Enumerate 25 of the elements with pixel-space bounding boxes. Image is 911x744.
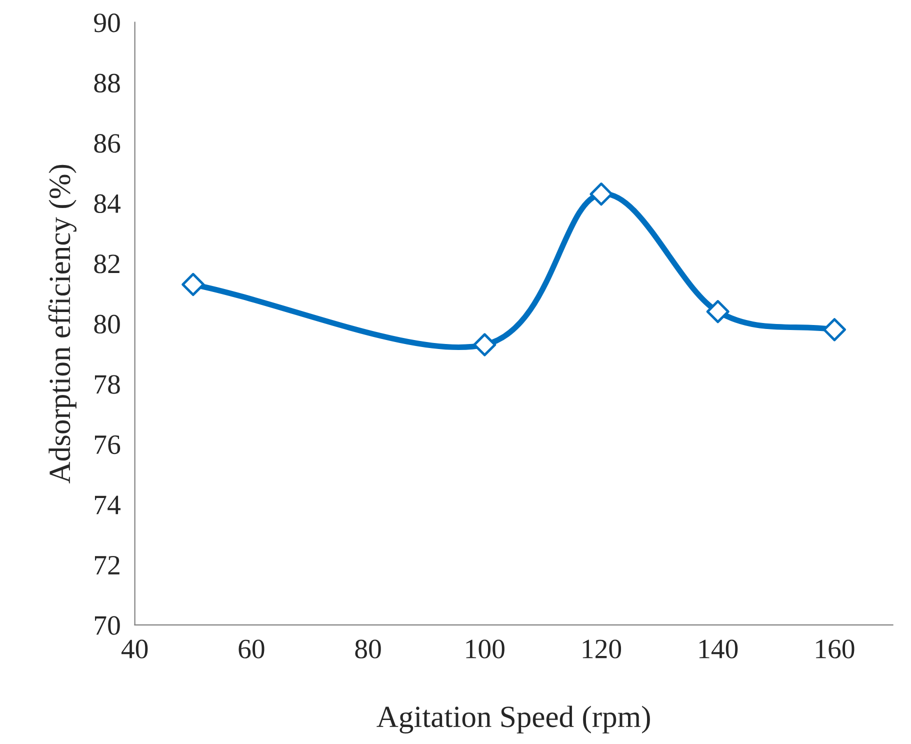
x-tick-label: 40 bbox=[121, 640, 148, 658]
x-tick-label: 80 bbox=[355, 640, 381, 658]
y-tick-label: 80 bbox=[94, 314, 120, 334]
point bbox=[473, 333, 496, 356]
y-tick-label: 74 bbox=[94, 496, 121, 514]
x-tick-label: 100 bbox=[466, 640, 504, 658]
x-tick-label: 160 bbox=[816, 640, 854, 658]
x-tick-label: 140 bbox=[699, 640, 738, 658]
y-tick-label: 78 bbox=[94, 375, 120, 394]
y-axis-title: Adsorption efficiency (%) bbox=[48, 164, 76, 484]
x-tick-label: 60 bbox=[238, 640, 264, 658]
point bbox=[822, 318, 846, 342]
y-tick-label: 76 bbox=[94, 435, 120, 454]
y-tick-label: 88 bbox=[94, 74, 120, 92]
y-tick-label: 82 bbox=[94, 254, 120, 274]
y-tick-label: 84 bbox=[94, 194, 121, 214]
y-tick-label: 70 bbox=[94, 616, 120, 635]
y-tick-label: 72 bbox=[94, 556, 120, 574]
point bbox=[182, 272, 205, 296]
x-tick-label: 120 bbox=[582, 640, 622, 658]
y-tick-label: 90 bbox=[94, 13, 120, 32]
y-tick-label: 86 bbox=[94, 134, 120, 153]
point bbox=[706, 300, 730, 324]
x-axis-title: Agitation Speed (rpm) bbox=[376, 706, 650, 734]
point bbox=[590, 182, 613, 206]
